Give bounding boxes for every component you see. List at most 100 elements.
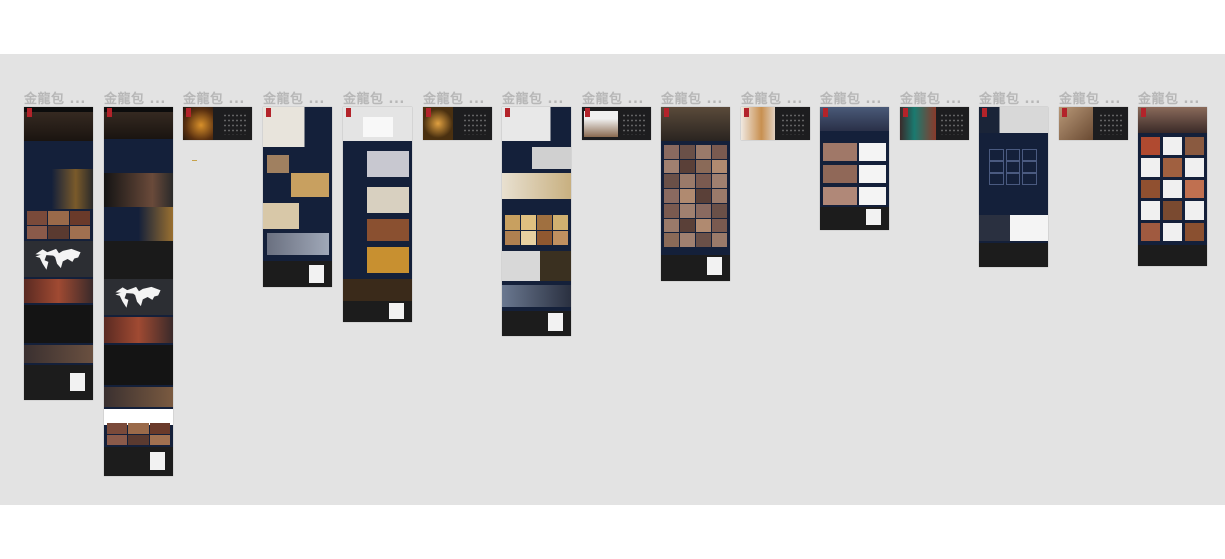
banner-section: [502, 285, 571, 307]
photo-tile: [823, 187, 857, 205]
photo-tile: [823, 143, 857, 161]
footer-section: [1138, 245, 1207, 266]
store-section: [104, 317, 173, 343]
photo-grid: [664, 145, 727, 247]
store-list: [989, 149, 1037, 185]
qr-thumbnail: [866, 209, 881, 225]
qr-thumbnail: [309, 265, 324, 283]
nav-bar: [104, 107, 173, 112]
qr-thumbnail: [389, 303, 404, 319]
artboard-label[interactable]: 金龍包 ...: [263, 92, 325, 107]
qr-thumbnail: [150, 452, 165, 470]
artboard-preview[interactable]: [979, 107, 1048, 267]
dish-section: [104, 207, 173, 241]
photo-tile: [267, 233, 329, 255]
chef-section: [24, 305, 93, 343]
sign-card: [363, 117, 393, 137]
contact-section: [979, 215, 1048, 241]
artboard-preview[interactable]: [183, 107, 252, 140]
artboard-preview[interactable]: [900, 107, 969, 140]
photo-grid: [107, 423, 170, 445]
banner-section: [104, 387, 173, 407]
artboard-preview[interactable]: [423, 107, 492, 140]
food-section: [502, 173, 571, 199]
artboard-preview[interactable]: [343, 107, 412, 322]
brand-logo: [426, 108, 431, 117]
artboard-label[interactable]: 金龍包 ...: [104, 92, 166, 107]
menu-text: [781, 113, 805, 135]
brand-logo: [1062, 108, 1067, 117]
artboard-preview[interactable]: [104, 107, 173, 476]
artboard-preview[interactable]: [820, 107, 889, 230]
artboard-label[interactable]: 金龍包 ...: [900, 92, 962, 107]
artboard-label[interactable]: 金龍包 ...: [1138, 92, 1200, 107]
footer-section: [979, 243, 1048, 267]
hero-section: [1138, 107, 1207, 133]
brand-logo: [664, 108, 669, 117]
feature-section: [24, 169, 93, 209]
brand-logo: [346, 108, 351, 117]
brand-logo: [107, 108, 112, 117]
intro-section: [24, 141, 93, 169]
artboard-label[interactable]: 金龍包 ...: [741, 92, 803, 107]
artboard-preview[interactable]: [1059, 107, 1128, 140]
gallery-header: [104, 409, 173, 425]
photo-tile: [263, 203, 299, 229]
news-grid: [1141, 137, 1204, 241]
artboard-label[interactable]: 金龍包 ...: [582, 92, 644, 107]
artboard-preview[interactable]: [741, 107, 810, 140]
artboard-preview[interactable]: [24, 107, 93, 400]
brand-logo: [27, 108, 32, 117]
text-card: [859, 143, 886, 161]
design-canvas[interactable]: 金龍包 ... 金龍包 ...: [0, 54, 1225, 505]
brand-logo: [823, 108, 828, 117]
menu-text: [940, 113, 964, 135]
photo-tile: [367, 187, 409, 213]
brand-logo: [744, 108, 749, 117]
photo-tile: [367, 247, 409, 273]
hero-section: [661, 107, 730, 141]
nav-bar: [24, 107, 93, 112]
artboard-preview[interactable]: [582, 107, 651, 140]
artboard-preview[interactable]: [502, 107, 571, 336]
hero-section: [263, 107, 332, 147]
photo-tile: [532, 147, 571, 169]
qr-thumbnail: [707, 257, 722, 275]
hero-section: [24, 107, 93, 141]
artboard-label[interactable]: 金龍包 ...: [343, 92, 405, 107]
artboard-preview[interactable]: [661, 107, 730, 281]
brand-logo: [982, 108, 987, 117]
photo-tile: [367, 219, 409, 241]
qr-thumbnail: [548, 313, 563, 331]
photo-tile: [823, 165, 857, 183]
brand-logo: [585, 108, 590, 117]
intro-section: [104, 139, 173, 173]
staff-section: [104, 241, 173, 279]
chef-section: [104, 345, 173, 385]
photo-tile: [267, 155, 289, 173]
guide-mark: [192, 160, 197, 161]
artboard-label[interactable]: 金龍包 ...: [1059, 92, 1121, 107]
menu-text: [622, 113, 646, 135]
artboard-preview[interactable]: [263, 107, 332, 287]
artboard-label[interactable]: 金龍包 ...: [661, 92, 723, 107]
dish-grid: [505, 215, 568, 245]
artboard-label[interactable]: 金龍包 ...: [820, 92, 882, 107]
artboard-preview[interactable]: [1138, 107, 1207, 266]
store-section: [24, 279, 93, 303]
photo-tile: [367, 151, 409, 177]
hero-section: [502, 107, 571, 141]
banner-section: [343, 279, 412, 301]
hero-section: [979, 107, 1048, 133]
artboard-label[interactable]: 金龍包 ...: [423, 92, 485, 107]
artboard-label[interactable]: 金龍包 ...: [24, 92, 86, 107]
feature-section: [502, 251, 571, 281]
brand-logo: [505, 108, 510, 117]
brand-logo: [903, 108, 908, 117]
artboard-label[interactable]: 金龍包 ...: [183, 92, 245, 107]
artboard-label[interactable]: 金龍包 ...: [502, 92, 564, 107]
brand-logo: [1141, 108, 1146, 117]
artboard-label[interactable]: 金龍包 ...: [979, 92, 1041, 107]
menu-text: [223, 113, 247, 135]
text-card: [859, 165, 886, 183]
